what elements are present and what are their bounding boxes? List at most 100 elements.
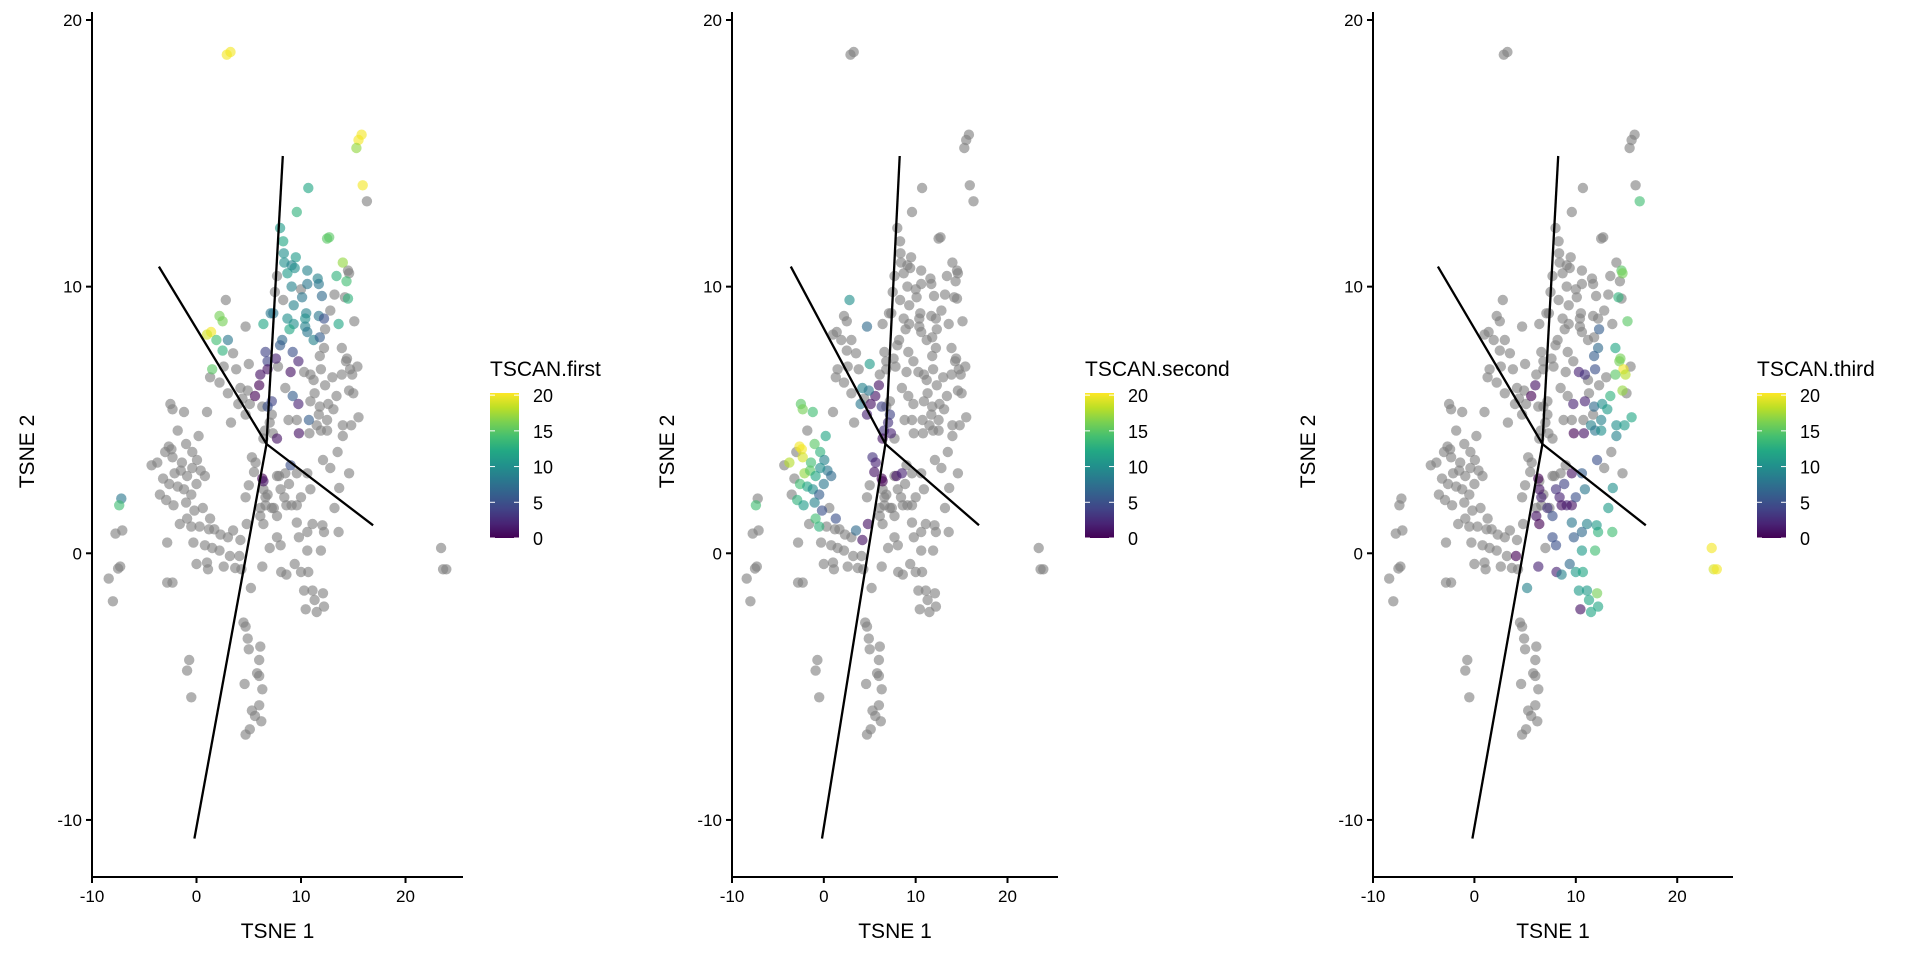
data-point-na (1482, 372, 1493, 383)
data-point-na (797, 577, 808, 588)
data-point (807, 406, 818, 418)
data-point (1581, 518, 1593, 530)
data-point (291, 206, 302, 218)
data-point (1589, 364, 1601, 375)
data-point-na (1550, 222, 1561, 234)
data-point (1585, 606, 1597, 618)
data-point (876, 401, 887, 412)
data-point-na (933, 414, 944, 426)
data-point-na (225, 417, 237, 428)
colorbar-legend: TSCAN.third 0 5 10 15 20 (1757, 358, 1875, 549)
colorbar-label: 0 (1800, 529, 1810, 549)
data-point-na (1466, 537, 1477, 548)
data-point (1579, 396, 1591, 407)
data-point-na (926, 278, 937, 290)
data-point-na (861, 492, 873, 503)
data-point-na (167, 452, 178, 463)
data-point-na (1502, 417, 1514, 428)
data-point (1626, 412, 1637, 423)
data-point-na (1571, 292, 1583, 303)
data-point-na (1464, 489, 1475, 500)
data-point-na (961, 134, 972, 146)
data-point-na (895, 248, 906, 259)
data-point-na (931, 380, 942, 391)
data-point (869, 466, 880, 478)
data-point-na (107, 596, 119, 607)
data-point-na (838, 377, 850, 388)
data-point (814, 489, 825, 500)
data-point-na (318, 342, 330, 354)
data-point (331, 270, 342, 282)
data-point-na (1543, 428, 1554, 439)
data-point-na (1460, 513, 1471, 524)
data-point (1578, 428, 1590, 439)
data-point-na (1453, 518, 1464, 530)
data-point-na (176, 457, 188, 468)
colorbar-label: 15 (1800, 422, 1820, 442)
data-point-na (1457, 484, 1468, 495)
data-point-na (908, 428, 919, 439)
data-point-na (1520, 398, 1532, 410)
data-point-na (916, 326, 927, 338)
data-point-na (901, 366, 912, 378)
data-point-na (295, 566, 307, 578)
data-point-na (184, 654, 195, 666)
data-point-na (220, 294, 231, 306)
data-point-na (889, 532, 900, 543)
data-point (1611, 420, 1622, 431)
colorbar-label: 20 (1800, 386, 1820, 406)
data-point-na (1469, 454, 1481, 466)
data-point (316, 290, 328, 302)
data-point-na (1532, 716, 1543, 727)
data-point-na (927, 350, 938, 362)
data-point-na (942, 446, 953, 458)
data-point-na (1599, 462, 1610, 474)
data-point (797, 404, 808, 415)
data-point-na (204, 372, 216, 383)
data-point-na (938, 404, 950, 415)
data-point-na (1460, 470, 1471, 482)
data-point-na (935, 232, 946, 243)
data-point (314, 332, 325, 343)
data-point (357, 180, 368, 191)
data-point-na (873, 670, 885, 682)
data-point-na (329, 289, 340, 300)
data-point-na (1558, 414, 1569, 426)
data-point (293, 398, 304, 410)
data-point-na (1438, 446, 1450, 458)
data-point-na (814, 692, 825, 703)
data-point-na (191, 558, 202, 570)
data-point (861, 321, 873, 332)
data-point-na (741, 573, 752, 584)
data-point-na (947, 420, 958, 431)
data-point-na (1501, 550, 1513, 562)
panel-tscan-second: -10 0 10 20 -10 0 10 20 TSNE 1 TSNE 2 TSCAN.second… (656, 11, 1230, 943)
colorbar (490, 393, 519, 538)
data-point-na (1519, 358, 1531, 370)
data-point (1534, 484, 1545, 495)
data-point-na (960, 361, 971, 372)
data-point-na (818, 558, 829, 570)
data-point (826, 470, 837, 482)
data-point-na (325, 462, 336, 474)
data-point (1570, 492, 1582, 503)
data-point-na (319, 324, 331, 335)
data-point-na (245, 582, 257, 594)
data-point-na (1455, 457, 1466, 468)
data-point-na (1561, 281, 1572, 292)
data-point (274, 340, 286, 351)
data-point (222, 334, 234, 346)
data-point-na (250, 457, 261, 468)
data-point-na (103, 573, 114, 584)
data-point-na (946, 342, 957, 354)
data-point-na (167, 577, 178, 588)
data-point-na (1460, 665, 1471, 676)
data-point-na (1526, 457, 1537, 468)
data-point-na (899, 414, 910, 426)
data-point-na (905, 262, 916, 274)
data-point-na (340, 356, 352, 367)
y-tick-label: 20 (63, 11, 82, 30)
data-point-na (916, 566, 928, 578)
data-point (342, 293, 354, 304)
data-point-na (199, 470, 211, 482)
